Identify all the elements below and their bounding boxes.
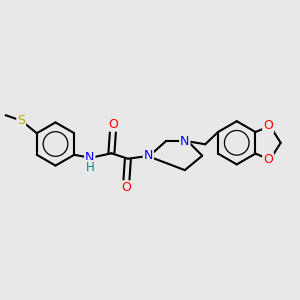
Text: N: N bbox=[180, 135, 190, 148]
Text: N: N bbox=[144, 149, 153, 162]
Text: O: O bbox=[108, 118, 118, 131]
Text: N: N bbox=[85, 151, 94, 164]
Text: O: O bbox=[263, 153, 273, 166]
Text: S: S bbox=[17, 114, 25, 127]
Text: O: O bbox=[263, 119, 273, 133]
Text: O: O bbox=[122, 181, 131, 194]
Text: H: H bbox=[85, 161, 94, 174]
